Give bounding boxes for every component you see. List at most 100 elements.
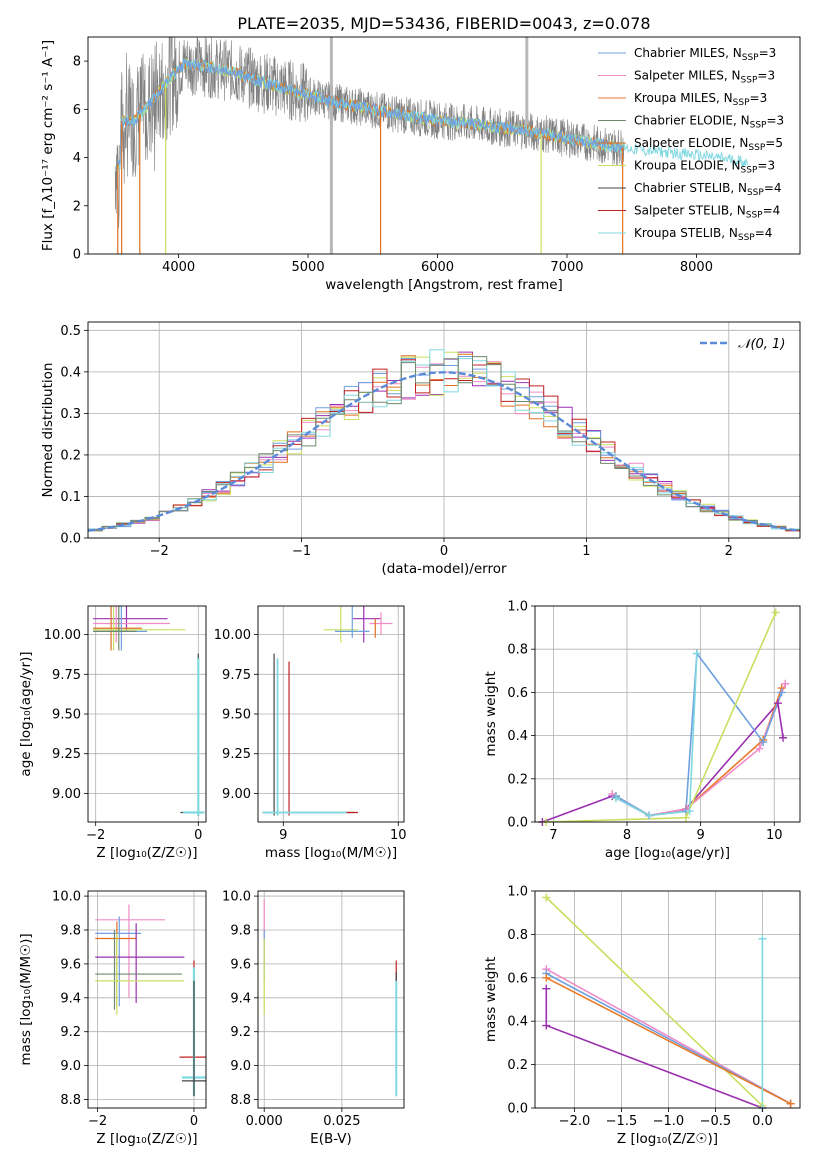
- plot-area: [262, 606, 393, 816]
- y-tick-label: 9.4: [230, 991, 251, 1006]
- legend-entry: 𝒩(0, 1): [738, 337, 785, 352]
- legend-suffix: =4: [763, 204, 781, 218]
- weight-point: [771, 608, 780, 617]
- weight-point: [781, 679, 790, 688]
- legend-entry: Chabrier MILES, NSSP=3: [634, 46, 776, 63]
- weight-series: [545, 977, 791, 1105]
- y-tick-label: 0.8: [507, 643, 528, 658]
- legend-text: Chabrier STELIB, N: [634, 181, 747, 195]
- weight-point: [777, 688, 786, 697]
- legend-entry: Kroupa ELODIE, NSSP=3: [634, 159, 775, 176]
- x-tick-label: −2: [86, 828, 105, 843]
- y-tick-label: 9.4: [60, 991, 81, 1006]
- model-spectrum-chabrier_miles: [117, 57, 624, 166]
- legend-suffix: =4: [755, 226, 773, 240]
- y-tick-label: 8: [73, 55, 81, 70]
- spectrum-panel: 4000 5000 6000 7000 8000 0 2 4 6 8 wavelength [Ang…: [40, 36, 801, 293]
- y-axis-label: mass weight: [483, 671, 499, 756]
- y-tick-label: 0.8: [507, 928, 528, 943]
- x-tick-label: −1.0: [653, 1114, 685, 1129]
- x-tick-label: 4000: [162, 260, 195, 275]
- x-tick-label: 8000: [680, 260, 713, 275]
- legend-suffix: =5: [765, 136, 783, 150]
- x-axis-label: age [log₁₀(age/yr)]: [605, 845, 730, 861]
- residuals-panel: −2 −1 0 1 2 0.0 0.1 0.2 0.3 0.4 0.5 (data-model)/er…: [40, 321, 801, 577]
- axes-frame: [534, 890, 801, 1109]
- y-tick-label: 10.0: [222, 890, 251, 905]
- x-tick-label: −2: [88, 1114, 107, 1129]
- weight-point: [773, 699, 782, 708]
- x-tick-label: 9: [696, 828, 704, 843]
- x-axis-label: Z [log₁₀(Z/Z☉)]: [96, 845, 197, 861]
- legend-subscript: SSP: [746, 211, 763, 221]
- legend-entry: Salpeter MILES, NSSP=3: [634, 69, 775, 86]
- weight-point: [542, 973, 551, 982]
- y-tick-label: 0.4: [507, 729, 528, 744]
- legend-subscript: SSP: [747, 188, 764, 198]
- legend-entry: Kroupa MILES, NSSP=3: [634, 91, 767, 108]
- x-tick-label: 7000: [550, 260, 583, 275]
- x-tick-label: −2: [150, 544, 169, 559]
- y-tick-label: 0.2: [507, 1058, 528, 1073]
- axes-frame: [534, 605, 801, 823]
- y-axis-label: mass weight: [483, 957, 499, 1042]
- x-tick-label: 8: [623, 828, 631, 843]
- y-tick-label: 0.0: [507, 1102, 528, 1117]
- legend-entry: Kroupa STELIB, NSSP=4: [634, 226, 772, 243]
- age_vs_weight-panel: 7 8 9 10 0.0 0.2 0.4 0.6 0.8 1.0 age [log₁₀(age/yr…: [483, 600, 801, 861]
- legend-entry: Salpeter STELIB, NSSP=4: [634, 204, 780, 221]
- legend-subscript: SSP: [733, 98, 750, 108]
- legend-entry: Chabrier STELIB, NSSP=4: [634, 181, 782, 198]
- legend-text: Salpeter MILES, N: [634, 69, 741, 83]
- legend-subscript: SSP: [742, 53, 759, 63]
- y-tick-label: 0.2: [507, 772, 528, 787]
- residual-histogram: [88, 356, 800, 533]
- x-axis-label: wavelength [Angstrom, rest frame]: [325, 277, 563, 293]
- axes-frame: [257, 890, 405, 1109]
- mass_vs_age-panel: 9 10 9.00 9.25 9.50 9.75 10.00 mass [log₁₀(M/M☉…: [214, 605, 407, 861]
- z_vs_mass-panel: −2 0 8.8 9.0 9.2 9.4 9.6 9.8 10.0 Z [log₁₀(Z/Z☉)]…: [18, 890, 207, 1147]
- y-tick-label: 4: [73, 151, 81, 166]
- y-tick-label: 2: [73, 199, 81, 214]
- axes-frame: [87, 890, 207, 1109]
- x-tick-label: −0.5: [700, 1114, 732, 1129]
- y-tick-label: 0.4: [507, 1015, 528, 1030]
- legend-suffix: =3: [750, 91, 768, 105]
- y-tick-label: 0.6: [507, 686, 528, 701]
- y-tick-label: 0.2: [60, 448, 81, 463]
- weight-point: [645, 811, 654, 820]
- y-tick-label: 9.6: [230, 957, 251, 972]
- legend-subscript: SSP: [738, 233, 755, 243]
- y-tick-label: 9.00: [222, 787, 251, 802]
- legend-suffix: =3: [757, 69, 775, 83]
- y-tick-label: 9.2: [230, 1025, 251, 1040]
- legend-text: Salpeter STELIB, N: [634, 204, 746, 218]
- y-tick-label: 9.6: [60, 957, 81, 972]
- weight-point: [685, 807, 694, 816]
- weight-point: [758, 934, 767, 943]
- legend-suffix: =3: [759, 46, 777, 60]
- y-tick-label: 9.75: [222, 668, 251, 683]
- observed-spectrum: [114, 37, 625, 228]
- y-tick-label: 0.3: [60, 407, 81, 422]
- y-axis-label: Flux [f_λ10⁻¹⁷ erg cm⁻² s⁻¹ A⁻¹]: [40, 40, 56, 251]
- model-spectrum-kroupa_stelib: [117, 58, 749, 170]
- x-tick-label: 1: [582, 544, 590, 559]
- legend-suffix: =4: [764, 181, 782, 195]
- plot-area: [95, 904, 206, 1097]
- x-tick-label: −1.5: [606, 1114, 638, 1129]
- x-axis-label: (data-model)/error: [381, 561, 507, 577]
- legend-text: Kroupa MILES, N: [634, 91, 733, 105]
- y-tick-label: 9.8: [60, 923, 81, 938]
- y-tick-label: 0.1: [60, 490, 81, 505]
- y-tick-label: 9.75: [52, 668, 81, 683]
- weight-point: [786, 1099, 795, 1108]
- axes-frame: [87, 36, 801, 255]
- y-tick-label: 0.0: [507, 816, 528, 831]
- y-tick-label: 9.25: [222, 747, 251, 762]
- legend-subscript: SSP: [741, 166, 758, 176]
- plot-area: [114, 37, 749, 254]
- x-tick-label: 0: [194, 828, 202, 843]
- x-axis-label: E(B-V): [310, 1131, 352, 1147]
- weight-point: [692, 649, 701, 658]
